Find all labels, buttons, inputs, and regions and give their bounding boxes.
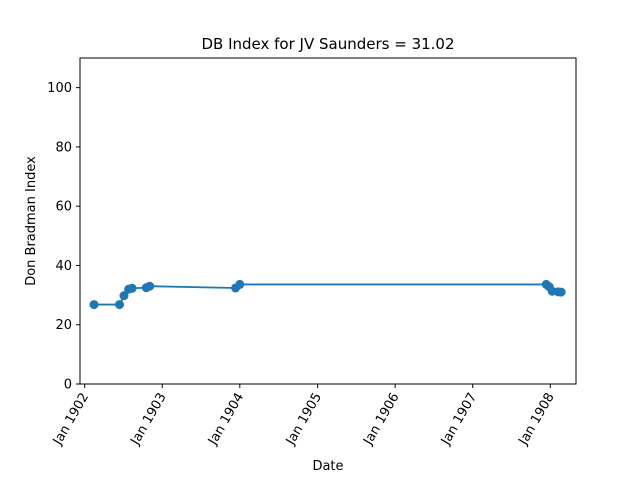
plot-area-frame bbox=[79, 57, 577, 385]
y-tick-label: 0 bbox=[64, 378, 72, 393]
y-tick-label: 80 bbox=[55, 140, 72, 155]
data-point bbox=[556, 287, 566, 297]
data-point bbox=[89, 300, 99, 310]
data-point bbox=[119, 291, 129, 301]
y-tick-label: 60 bbox=[55, 200, 72, 215]
y-tick-label: 100 bbox=[47, 81, 72, 96]
y-axis-ticks: 0 20 40 60 80 100 bbox=[47, 81, 80, 393]
data-point bbox=[235, 279, 245, 289]
y-tick-label: 20 bbox=[55, 318, 72, 333]
series-layer bbox=[89, 279, 566, 310]
x-axis-label: Date bbox=[312, 459, 343, 474]
chart-title: DB Index for JV Saunders = 31.02 bbox=[201, 35, 454, 53]
data-point bbox=[145, 281, 155, 291]
data-point bbox=[115, 300, 125, 310]
data-point bbox=[127, 283, 137, 293]
y-tick-label: 40 bbox=[55, 259, 72, 274]
y-axis-label: Don Bradman Index bbox=[24, 156, 39, 286]
